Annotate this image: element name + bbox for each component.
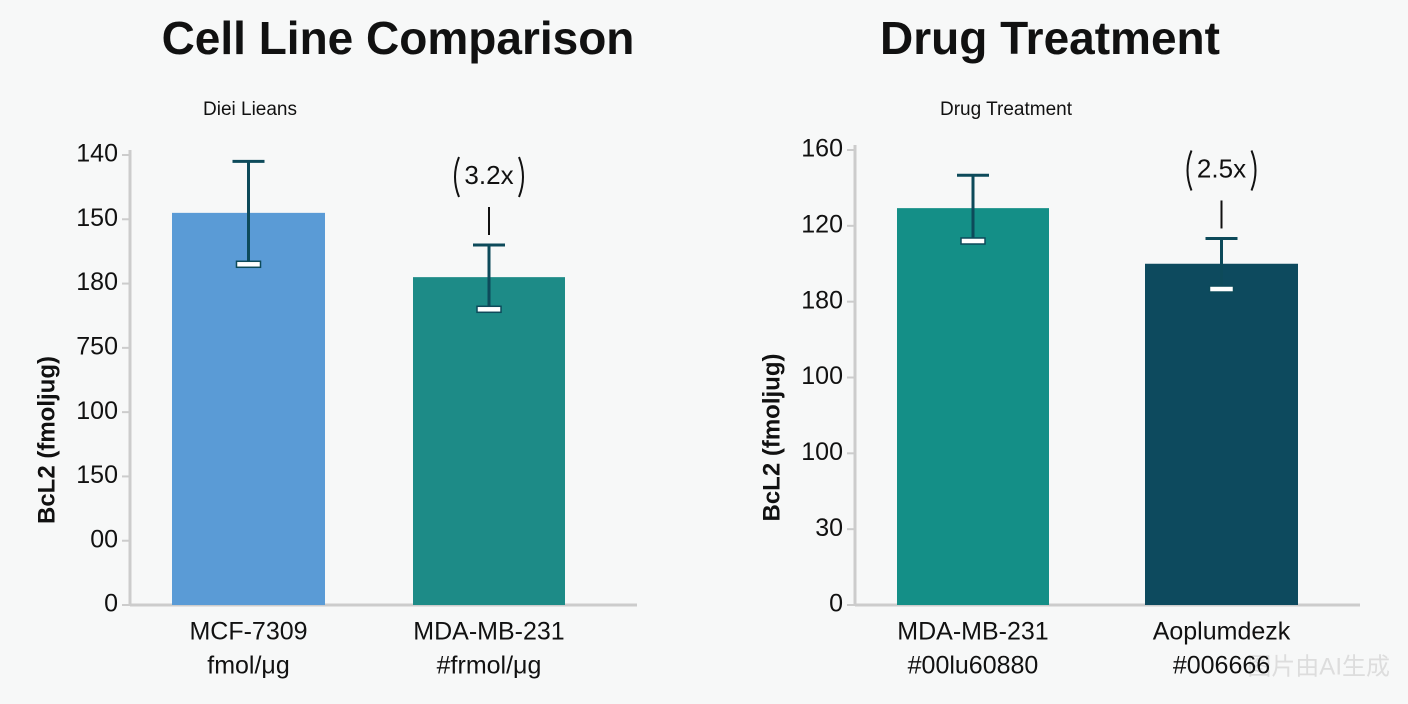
y-tick-label: 150 [76,461,118,489]
bar [172,212,325,605]
annotation-bracket [454,156,524,198]
chart-title: Cell Line Comparison [162,12,635,64]
y-tick-label: 180 [801,286,843,314]
annotation: 3.2x [464,160,513,190]
x-tick-sublabel: #006666 [1173,652,1270,680]
watermark: 图片由AI生成 [1247,653,1390,680]
x-tick-label: MDA-MB-231 [897,618,1048,646]
chart-title: Drug Treatment [880,12,1220,64]
error-cap-low [960,237,986,245]
x-tick-sublabel: #00lu60880 [908,652,1039,680]
error-cap-low [476,305,502,314]
y-tick-label: 100 [76,397,118,425]
subtitle: Diei Lieans [203,99,297,120]
y-axis-label: BcL2 (fmoljug) [33,356,60,524]
y-tick-label: 100 [801,362,843,390]
y-tick-label: 160 [801,135,843,163]
annotation: 2.5x [1197,153,1246,183]
y-tick-label: 30 [815,514,843,542]
y-tick-label: 120 [801,210,843,238]
bar [897,208,1049,605]
x-tick-label: MDA-MB-231 [413,618,564,646]
bar [1145,263,1298,605]
y-axis-label: BcL2 (fmoljug) [758,354,785,522]
y-tick-label: 0 [104,590,118,618]
annotation-bracket [1186,150,1257,191]
x-tick-sublabel: fmol/μg [207,652,289,680]
y-tick-label: 750 [76,332,118,360]
y-tick-label: 100 [801,438,843,466]
subtitle: Drug Treatment [940,99,1073,120]
y-tick-label: 180 [76,268,118,296]
x-tick-label: Aoplumdezk [1153,618,1291,646]
bar [413,277,565,605]
y-tick-label: 0 [829,590,843,618]
x-tick-label: MCF-7309 [189,618,307,646]
y-tick-label: 00 [90,525,118,553]
y-tick-label: 150 [76,204,118,232]
error-cap-low [235,260,262,269]
error-cap-low [1208,285,1235,293]
x-tick-sublabel: #frmol/μg [437,652,542,680]
y-tick-label: 140 [76,140,118,168]
